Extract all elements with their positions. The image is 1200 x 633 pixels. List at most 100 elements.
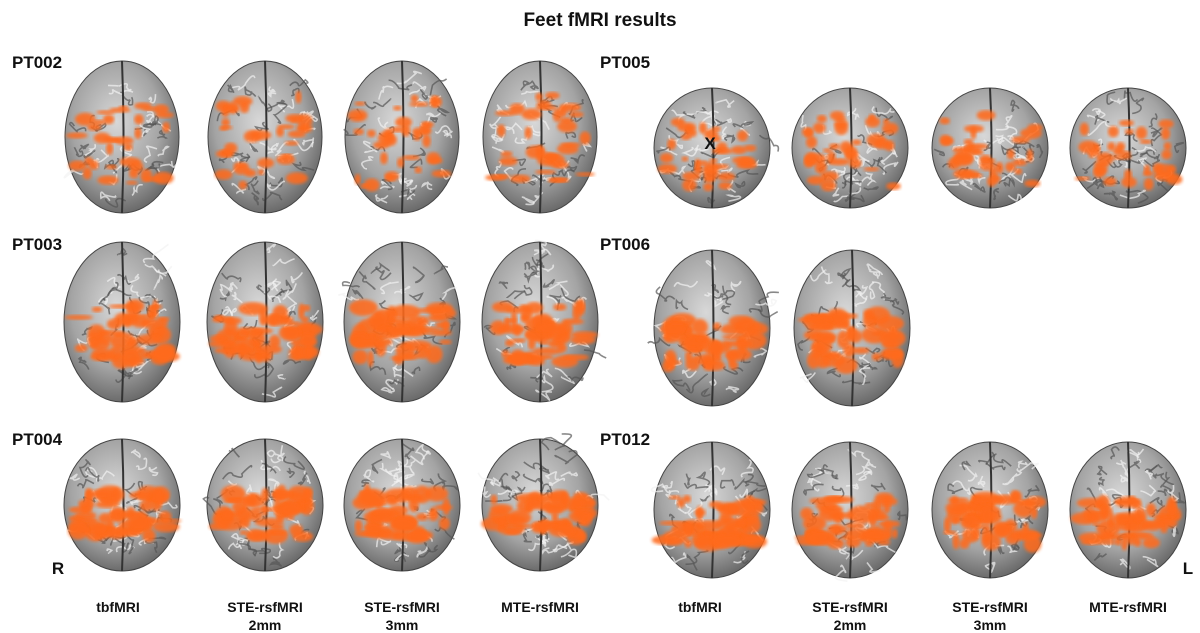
gyrus	[506, 290, 526, 300]
activation	[712, 322, 721, 331]
activation	[422, 134, 431, 148]
brain-image	[482, 60, 598, 214]
activation	[677, 122, 697, 133]
gyrus	[398, 193, 414, 201]
activation	[109, 345, 123, 361]
gyrus	[732, 120, 755, 129]
gyrus	[380, 281, 399, 295]
activation	[227, 101, 239, 114]
gyrus	[864, 158, 882, 168]
activation	[140, 169, 153, 182]
gyrus	[985, 462, 1006, 471]
gyrus	[512, 158, 527, 167]
gyrus	[820, 266, 833, 285]
gyrus	[441, 481, 459, 492]
gyrus	[748, 308, 779, 319]
gyrus	[694, 144, 709, 152]
activation	[829, 110, 845, 121]
activation	[524, 126, 532, 140]
activation	[694, 508, 706, 517]
gyrus	[393, 363, 414, 378]
activation	[422, 121, 435, 128]
activation	[718, 181, 732, 190]
activation	[805, 153, 827, 165]
gyrus	[806, 471, 826, 479]
gyrus	[758, 134, 780, 152]
activation	[683, 345, 703, 352]
activation	[807, 531, 835, 545]
patient-label: PT012	[600, 430, 650, 449]
gyrus	[153, 274, 163, 290]
activation	[1161, 149, 1172, 160]
activation	[539, 354, 554, 360]
gyrus	[505, 485, 511, 491]
gyrus	[272, 542, 285, 559]
activation	[1140, 520, 1163, 531]
gyrus	[533, 248, 552, 256]
activation	[1027, 123, 1043, 132]
gyrus	[77, 356, 90, 370]
activation	[1014, 168, 1023, 175]
activation	[830, 311, 846, 324]
gyrus	[721, 126, 728, 140]
gyrus	[157, 145, 170, 157]
gyrus	[721, 167, 733, 173]
activation	[548, 524, 576, 537]
activation	[126, 338, 138, 348]
gyrus	[157, 129, 168, 139]
gyrus	[291, 87, 300, 97]
activation	[442, 497, 451, 516]
brain-image	[206, 241, 324, 403]
gyrus	[1119, 474, 1129, 483]
gyrus	[272, 102, 288, 125]
activation	[713, 352, 720, 360]
activation	[390, 126, 406, 133]
gyrus	[1094, 178, 1105, 190]
gyrus	[148, 466, 159, 477]
activation	[959, 538, 970, 549]
activation	[301, 316, 309, 324]
activation	[947, 497, 970, 503]
activation	[413, 130, 422, 141]
brain-image	[63, 438, 182, 572]
activation	[1158, 119, 1174, 129]
gyrus	[402, 466, 415, 480]
gyrus	[855, 465, 873, 476]
gyrus	[278, 279, 293, 297]
activation	[952, 533, 960, 550]
gyrus	[660, 480, 673, 490]
activation	[417, 316, 429, 326]
gyrus	[959, 179, 973, 191]
activation	[380, 152, 388, 165]
activation	[292, 531, 314, 542]
gyrus	[272, 280, 282, 292]
activation	[428, 509, 439, 522]
activation	[301, 304, 311, 312]
activation	[510, 174, 531, 183]
gyrus	[685, 473, 691, 486]
gyrus	[712, 293, 732, 306]
activation	[532, 347, 563, 355]
activation	[871, 352, 882, 361]
gyrus	[244, 86, 257, 98]
midline	[401, 438, 405, 572]
gyrus	[820, 464, 839, 480]
gyrus	[76, 478, 95, 489]
gyrus	[414, 443, 429, 460]
activation	[361, 530, 384, 536]
gyrus	[570, 154, 586, 165]
gyrus	[835, 166, 846, 174]
gyrus	[303, 470, 311, 484]
gyrus	[419, 88, 429, 100]
activation	[708, 501, 724, 509]
gyrus	[290, 271, 304, 284]
activation	[1023, 535, 1042, 553]
activation	[1118, 119, 1135, 127]
activation	[221, 118, 230, 127]
gyrus	[69, 473, 81, 481]
activation	[353, 128, 365, 136]
gyrus	[722, 366, 744, 375]
activation	[510, 310, 518, 329]
brain-image	[338, 241, 461, 403]
activation	[368, 312, 388, 331]
